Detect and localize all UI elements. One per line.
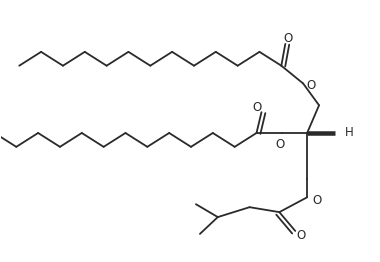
Text: O: O [296, 229, 306, 242]
Text: O: O [276, 138, 285, 151]
Text: H: H [345, 127, 354, 139]
Text: O: O [307, 79, 316, 92]
Text: O: O [283, 32, 293, 46]
Text: O: O [252, 101, 261, 114]
Text: O: O [312, 194, 322, 207]
